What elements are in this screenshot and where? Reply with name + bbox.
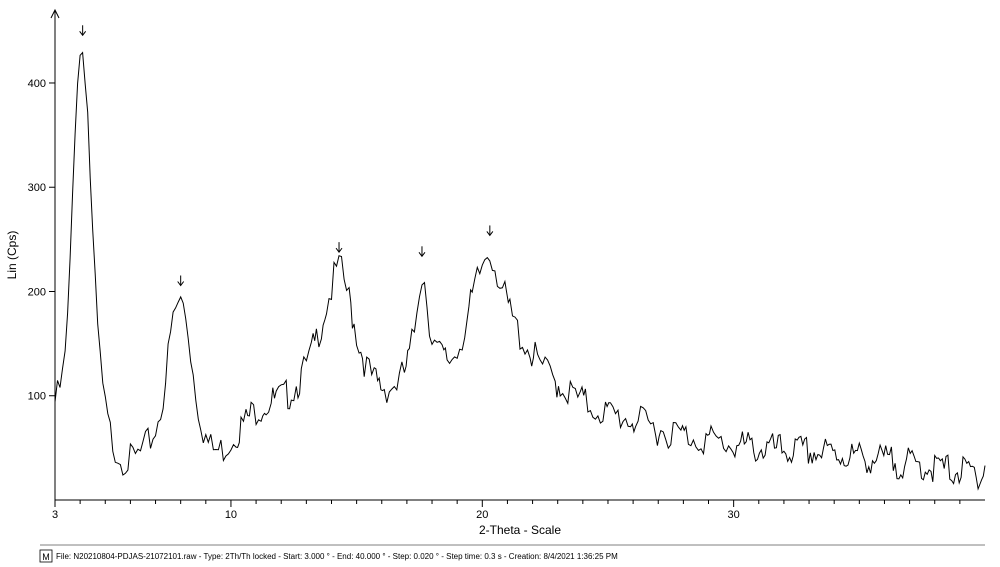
footer-icon-label: M [42, 552, 50, 562]
x-axis-title: 2-Theta - Scale [479, 523, 561, 537]
footer-text: File: N20210804-PDJAS-21072101.raw - Typ… [56, 552, 618, 561]
y-tick-label: 300 [28, 182, 46, 194]
x-tick-label: 30 [728, 509, 740, 521]
x-tick-label: 3 [52, 509, 58, 521]
y-tick-label: 100 [28, 391, 46, 403]
chart-svg: 100 200 300 400 3 10 20 30 2-Theta - Scale Lin (C… [0, 0, 1000, 567]
y-tick-label: 400 [28, 78, 46, 90]
y-axis-title: Lin (Cps) [5, 231, 19, 280]
x-tick-label: 20 [476, 509, 488, 521]
xrd-chart-panel: 100 200 300 400 3 10 20 30 2-Theta - Scale Lin (C… [0, 0, 1000, 567]
y-tick-label: 200 [28, 286, 46, 298]
x-tick-label: 10 [225, 509, 237, 521]
diffraction-trace [55, 53, 985, 489]
